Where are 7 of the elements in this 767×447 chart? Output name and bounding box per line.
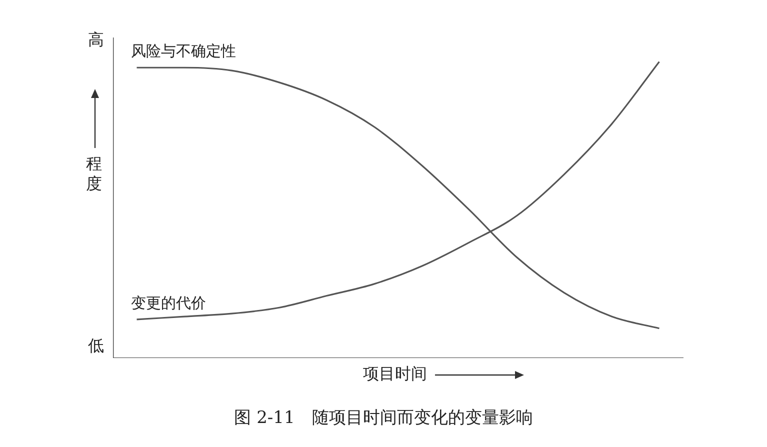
y-axis-title: 程度 (86, 154, 103, 194)
x-axis-title: 项目时间 (363, 364, 427, 385)
series-label: 变更的代价 (130, 294, 206, 312)
text: 高 (88, 30, 104, 51)
text: 低 (88, 336, 104, 357)
series-label: 风险与不确定性 (130, 42, 236, 60)
text: 图 2-11 随项目时间而变化的变量影响 (233, 407, 534, 429)
